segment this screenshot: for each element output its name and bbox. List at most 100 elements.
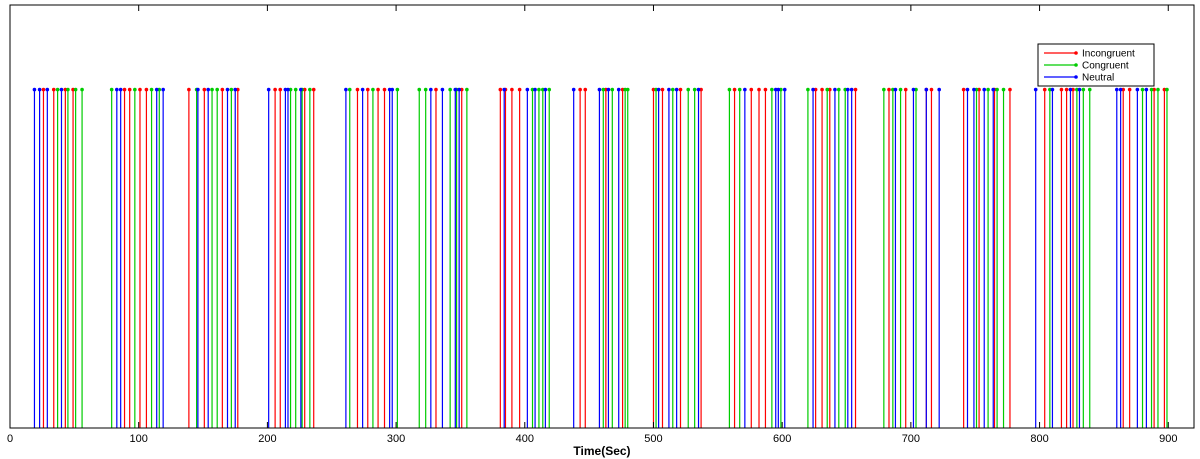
stem-marker-neutral <box>656 87 661 92</box>
stem-marker-incongruent <box>376 87 380 92</box>
x-tick-label: 800 <box>1030 433 1048 445</box>
stem-marker-congruent <box>547 87 552 92</box>
stem-marker-incongruent <box>355 87 360 92</box>
stem-marker-neutral <box>606 87 611 92</box>
stem-marker-incongruent <box>235 87 240 92</box>
stem-marker-incongruent <box>1162 87 1167 92</box>
stem-marker-incongruent <box>749 87 754 92</box>
stem-marker-neutral <box>1077 87 1082 92</box>
stem-marker-congruent <box>109 87 114 92</box>
stem-marker-congruent <box>395 87 400 92</box>
stem-marker-incongruent <box>273 87 277 92</box>
stem-marker-neutral <box>696 87 701 92</box>
stem-marker-congruent <box>1165 87 1169 92</box>
stem-marker-neutral <box>206 87 210 92</box>
stem-marker-congruent <box>692 87 697 92</box>
stem-marker-congruent <box>686 87 691 92</box>
stem-marker-neutral <box>360 87 365 92</box>
stem-marker-congruent <box>837 87 841 92</box>
stem-marker-congruent <box>610 87 615 92</box>
stem-marker-congruent <box>1001 87 1006 92</box>
stem-marker-neutral <box>782 87 787 92</box>
legend-label-congruent: Congruent <box>1082 61 1129 72</box>
legend-label-neutral: Neutral <box>1082 73 1114 84</box>
stem-marker-neutral <box>118 87 123 92</box>
stem-marker-incongruent <box>434 87 438 92</box>
stem-marker-congruent <box>537 87 541 92</box>
x-axis-label: Time(Sec) <box>573 444 630 458</box>
stem-marker-incongruent <box>1064 87 1069 92</box>
stem-marker-congruent <box>623 87 627 92</box>
stem-marker-congruent <box>1087 87 1092 92</box>
stem-marker-congruent <box>974 87 979 92</box>
stem-marker-incongruent <box>813 87 818 92</box>
stem-marker-incongruent <box>887 87 891 92</box>
stem-marker-incongruent <box>144 87 149 92</box>
stem-marker-incongruent <box>71 87 75 92</box>
stem-marker-neutral <box>115 87 119 92</box>
stem-marker-congruent <box>779 87 783 92</box>
stem-marker-incongruent <box>278 87 283 92</box>
stem-marker-incongruent <box>122 87 127 92</box>
stem-marker-incongruent <box>678 87 683 92</box>
x-tick-label: 200 <box>258 433 276 445</box>
stem-marker-incongruent <box>820 87 824 92</box>
stem-marker-incongruent <box>63 87 68 92</box>
stem-marker-congruent <box>530 87 535 92</box>
series-incongruent <box>41 87 1167 428</box>
stem-marker-congruent <box>654 87 658 92</box>
stem-marker-neutral <box>991 87 996 92</box>
stem-marker-incongruent <box>853 87 858 92</box>
stem-marker-neutral <box>1068 87 1073 92</box>
stem-marker-neutral <box>773 87 778 92</box>
stem-marker-incongruent <box>138 87 142 92</box>
x-tick-label: 700 <box>902 433 920 445</box>
stem-marker-congruent <box>986 87 990 92</box>
stem-marker-neutral <box>1118 87 1123 92</box>
stem-marker-congruent <box>347 87 352 92</box>
stem-marker-incongruent <box>660 87 665 92</box>
stem-marker-congruent <box>133 87 137 92</box>
stem-marker-congruent <box>1081 87 1086 92</box>
series-neutral <box>32 87 1149 428</box>
stem-marker-incongruent <box>498 87 503 92</box>
stem-marker-neutral <box>743 87 747 92</box>
stem-marker-congruent <box>288 87 293 92</box>
legend-marker-congruent <box>1074 63 1078 67</box>
stem-marker-neutral <box>846 87 850 92</box>
stem-marker-incongruent <box>929 87 934 92</box>
stem-marker-neutral <box>1135 87 1140 92</box>
stem-marker-neutral <box>833 87 837 92</box>
stem-marker-incongruent <box>1121 87 1126 92</box>
stem-marker-neutral <box>344 87 348 92</box>
stem-marker-incongruent <box>459 87 464 92</box>
stem-marker-congruent <box>229 87 234 92</box>
stem-marker-neutral <box>196 87 200 92</box>
stem-marker-incongruent <box>382 87 387 92</box>
stem-marker-congruent <box>423 87 428 92</box>
stem-marker-incongruent <box>302 87 307 92</box>
stem-marker-incongruent <box>220 87 225 92</box>
stem-marker-neutral <box>45 87 50 92</box>
stem-marker-neutral <box>387 87 392 92</box>
stem-marker-neutral <box>965 87 970 92</box>
stem-marker-incongruent <box>699 87 703 92</box>
stem-marker-incongruent <box>961 87 966 92</box>
stem-marker-congruent <box>80 87 84 92</box>
stem-marker-incongruent <box>977 87 981 92</box>
stem-marker-neutral <box>1144 87 1149 92</box>
stem-marker-congruent <box>66 87 70 92</box>
stem-marker-incongruent <box>1152 87 1156 92</box>
stem-marker-incongruent <box>1008 87 1012 92</box>
stem-marker-incongruent <box>517 87 522 92</box>
stem-marker-neutral <box>453 87 458 92</box>
stem-marker-neutral <box>32 87 37 92</box>
x-tick-label: 300 <box>387 433 405 445</box>
stem-marker-congruent <box>448 87 452 92</box>
stem-marker-neutral <box>597 87 602 92</box>
legend-marker-incongruent <box>1074 51 1078 55</box>
x-tick-label: 0 <box>7 433 13 445</box>
stem-marker-neutral <box>429 87 433 92</box>
stem-marker-incongruent <box>1042 87 1047 92</box>
legend-marker-neutral <box>1074 75 1078 79</box>
